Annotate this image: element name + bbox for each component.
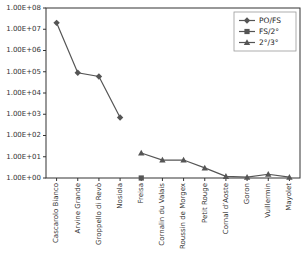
x-tick-label: Petit Rouge	[201, 183, 209, 223]
legend-marker	[244, 29, 249, 34]
x-tick	[120, 178, 121, 181]
y-tick	[43, 93, 46, 94]
y-tick	[43, 156, 46, 157]
x-tick	[183, 178, 184, 181]
y-tick	[43, 71, 46, 72]
x-tick	[162, 178, 163, 181]
x-tick-label: Mayolet	[285, 183, 293, 211]
y-tick-label: 1.00E+00	[6, 174, 41, 182]
y-tick	[43, 29, 46, 30]
data-point	[265, 171, 271, 177]
x-tick-label: Freisa	[137, 183, 145, 203]
y-tick	[43, 178, 46, 179]
x-tick	[77, 178, 78, 181]
legend-label: FS/2°	[259, 27, 279, 36]
legend-label: PO/FS	[259, 16, 281, 25]
data-point	[117, 114, 123, 120]
x-axis: Cascarolo Bianco Arvine Grande Groppello d…	[52, 178, 293, 249]
y-tick-label: 1.00E+06	[6, 46, 41, 54]
series	[139, 175, 144, 180]
legend-box	[234, 12, 296, 51]
x-tick-label: Goron	[243, 183, 251, 204]
data-point	[180, 157, 186, 163]
y-tick-label: 1.00E+07	[6, 25, 41, 33]
y-tick	[43, 135, 46, 136]
data-point	[139, 175, 144, 180]
x-tick-label: Groppello di Revò	[95, 183, 103, 245]
legend-marker	[244, 39, 250, 45]
series-line	[141, 153, 289, 177]
y-axis: 1.00E+00 1.00E+01 1.00E+02 1.00E+03 1.00E+04…	[6, 4, 46, 182]
legend-label: 2°/3°	[259, 38, 279, 47]
plot-frame	[46, 8, 300, 178]
data-point	[202, 165, 208, 171]
x-tick-label: Roussin de Morgex	[179, 183, 187, 249]
y-tick-label: 1.00E+02	[6, 131, 41, 139]
chart-container: 1.00E+00 1.00E+01 1.00E+02 1.00E+03 1.00E+04…	[0, 0, 308, 269]
y-tick	[43, 114, 46, 115]
x-tick	[204, 178, 205, 181]
chart-svg: 1.00E+00 1.00E+01 1.00E+02 1.00E+03 1.00E+04…	[0, 0, 308, 269]
data-point	[53, 20, 59, 26]
x-tick-label: Cascarolo Bianco	[52, 183, 60, 243]
y-tick-label: 1.00E+03	[6, 110, 41, 118]
y-tick-label: 1.00E+08	[6, 4, 41, 12]
data-point	[244, 174, 250, 180]
data-point	[286, 174, 292, 180]
legend: PO/FS FS/2° 2°/3°	[234, 12, 296, 51]
series	[138, 150, 293, 180]
y-tick-label: 1.00E+05	[6, 68, 41, 76]
x-tick-label: Nosiola	[116, 183, 124, 209]
data-point	[159, 157, 165, 163]
series-line	[57, 23, 121, 118]
data-point	[96, 73, 102, 79]
series	[53, 20, 123, 121]
x-tick-label: Vuillermin	[264, 183, 272, 218]
y-tick-label: 1.00E+01	[6, 153, 41, 161]
x-tick	[56, 178, 57, 181]
x-tick-label: Cornal d’Aoste	[222, 183, 230, 234]
data-point	[223, 173, 229, 179]
data-point	[75, 70, 81, 76]
y-tick	[43, 50, 46, 51]
x-tick	[98, 178, 99, 181]
data-point	[138, 150, 144, 156]
y-tick-label: 1.00E+04	[6, 89, 41, 97]
x-tick	[268, 178, 269, 181]
y-tick	[43, 8, 46, 9]
x-tick-label: Cornalin du Valais	[158, 183, 166, 246]
x-tick-label: Arvine Grande	[74, 183, 82, 234]
legend-marker	[244, 17, 250, 23]
